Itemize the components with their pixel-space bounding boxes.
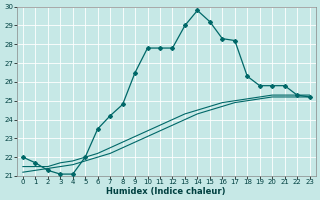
X-axis label: Humidex (Indice chaleur): Humidex (Indice chaleur) xyxy=(107,187,226,196)
